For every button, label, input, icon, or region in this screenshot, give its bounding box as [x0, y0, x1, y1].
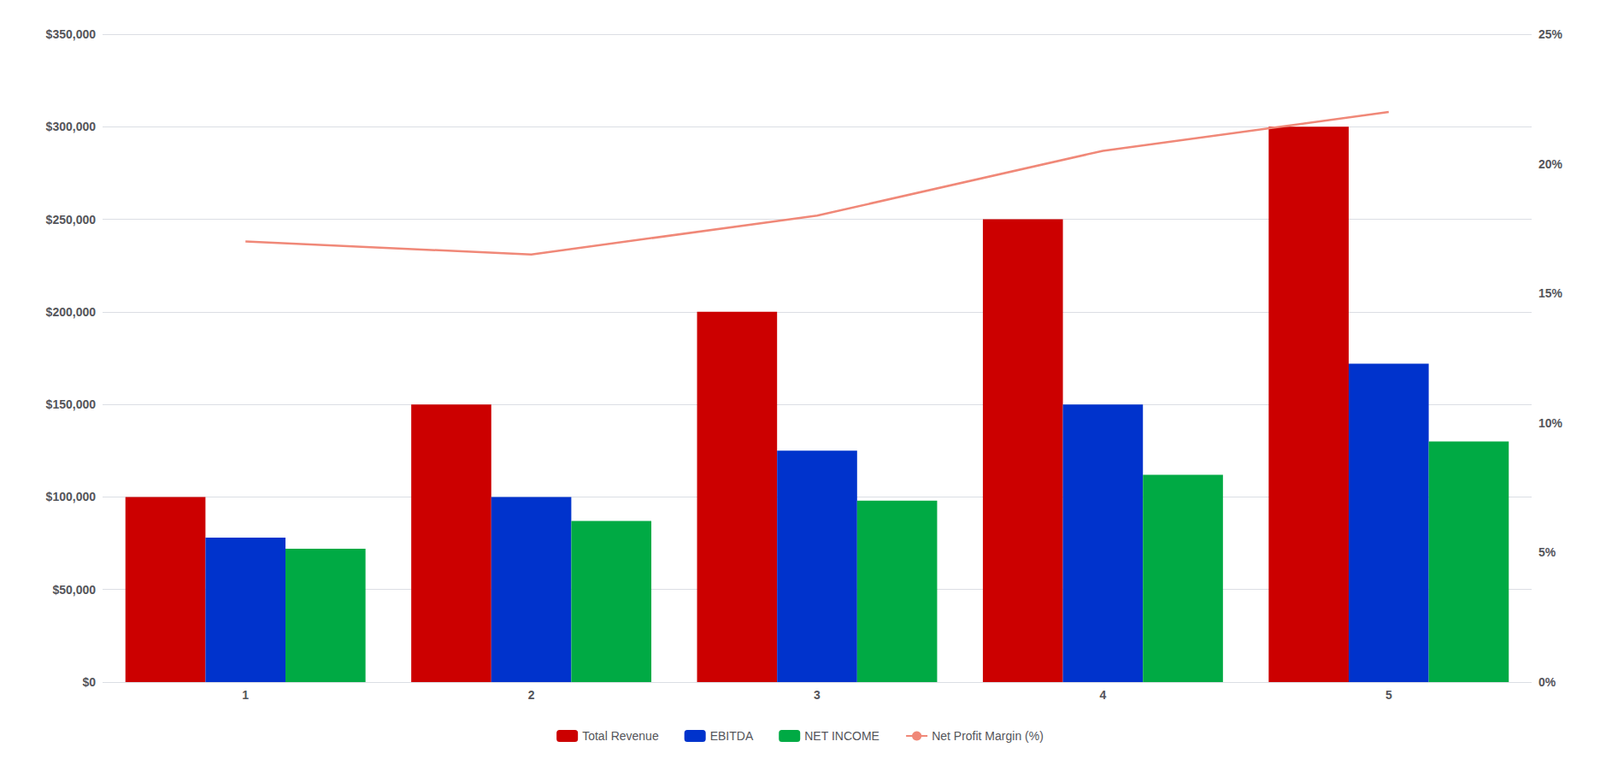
svg-text:20%: 20% [1538, 157, 1564, 171]
svg-text:$150,000: $150,000 [46, 397, 97, 412]
svg-text:$50,000: $50,000 [52, 582, 96, 597]
svg-text:$0: $0 [82, 675, 96, 689]
svg-text:1: 1 [241, 688, 249, 702]
svg-text:NET INCOME: NET INCOME [804, 729, 880, 743]
svg-text:Total Revenue: Total Revenue [582, 729, 659, 743]
svg-text:5: 5 [1385, 688, 1393, 702]
svg-text:4: 4 [1100, 688, 1107, 702]
svg-text:0%: 0% [1538, 675, 1557, 689]
svg-text:10%: 10% [1538, 416, 1564, 430]
svg-text:25%: 25% [1538, 27, 1564, 42]
svg-text:15%: 15% [1538, 286, 1564, 300]
svg-text:$100,000: $100,000 [46, 489, 97, 504]
svg-text:3: 3 [813, 688, 821, 702]
svg-text:$250,000: $250,000 [46, 212, 97, 227]
svg-text:$350,000: $350,000 [46, 27, 97, 42]
svg-text:5%: 5% [1538, 545, 1557, 559]
svg-text:EBITDA: EBITDA [710, 729, 754, 743]
svg-text:$200,000: $200,000 [46, 305, 97, 319]
svg-text:2: 2 [528, 688, 536, 702]
svg-text:$300,000: $300,000 [46, 119, 97, 134]
svg-text:Net Profit Margin (%): Net Profit Margin (%) [931, 729, 1044, 743]
